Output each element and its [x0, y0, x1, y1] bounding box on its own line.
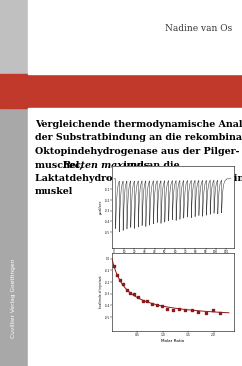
Point [197, 309, 200, 314]
Point [141, 298, 144, 303]
Point [177, 306, 181, 312]
Bar [0, 0, 78, 74]
Bar [0, 0, 28, 366]
Point [160, 303, 164, 309]
Point [118, 277, 122, 283]
Point [155, 302, 159, 308]
Text: Nadine van Os: Nadine van Os [165, 24, 232, 33]
Bar [0, 74, 242, 108]
Point [136, 295, 140, 300]
X-axis label: Molar Ratio: Molar Ratio [161, 339, 185, 343]
Point [183, 307, 187, 313]
Text: Oktopindehydrogenase aus der Pilger-: Oktopindehydrogenase aus der Pilger- [35, 147, 240, 156]
Text: muskel: muskel [35, 187, 73, 197]
Text: Vergleichende thermodynamische Analyse: Vergleichende thermodynamische Analyse [35, 120, 242, 129]
Point [132, 291, 136, 297]
Point [211, 307, 215, 313]
Point [190, 307, 194, 313]
Text: , und an die: , und an die [117, 161, 180, 169]
Point [121, 281, 125, 287]
Text: Cuvillier Verlag Goettingen: Cuvillier Verlag Goettingen [12, 259, 16, 338]
Point [145, 298, 149, 304]
Text: Laktatdehydrogenase aus dem Schweine-: Laktatdehydrogenase aus dem Schweine- [35, 174, 242, 183]
Point [115, 272, 119, 278]
Text: muschel,: muschel, [35, 161, 86, 169]
Text: Pecten maximus: Pecten maximus [62, 161, 149, 169]
Point [171, 307, 175, 313]
X-axis label: Time (min): Time (min) [162, 256, 184, 260]
Text: der Substratbindung an die rekombinante: der Substratbindung an die rekombinante [35, 134, 242, 142]
Y-axis label: μcal/sec: μcal/sec [99, 200, 103, 214]
Point [112, 263, 116, 269]
Bar [28, 0, 242, 74]
Y-axis label: kcal/mole of injectant: kcal/mole of injectant [99, 276, 103, 308]
Point [218, 310, 222, 315]
Bar [28, 108, 242, 366]
Point [166, 306, 169, 312]
Point [204, 310, 207, 315]
Point [128, 290, 132, 296]
Point [125, 287, 129, 293]
Point [150, 301, 154, 307]
